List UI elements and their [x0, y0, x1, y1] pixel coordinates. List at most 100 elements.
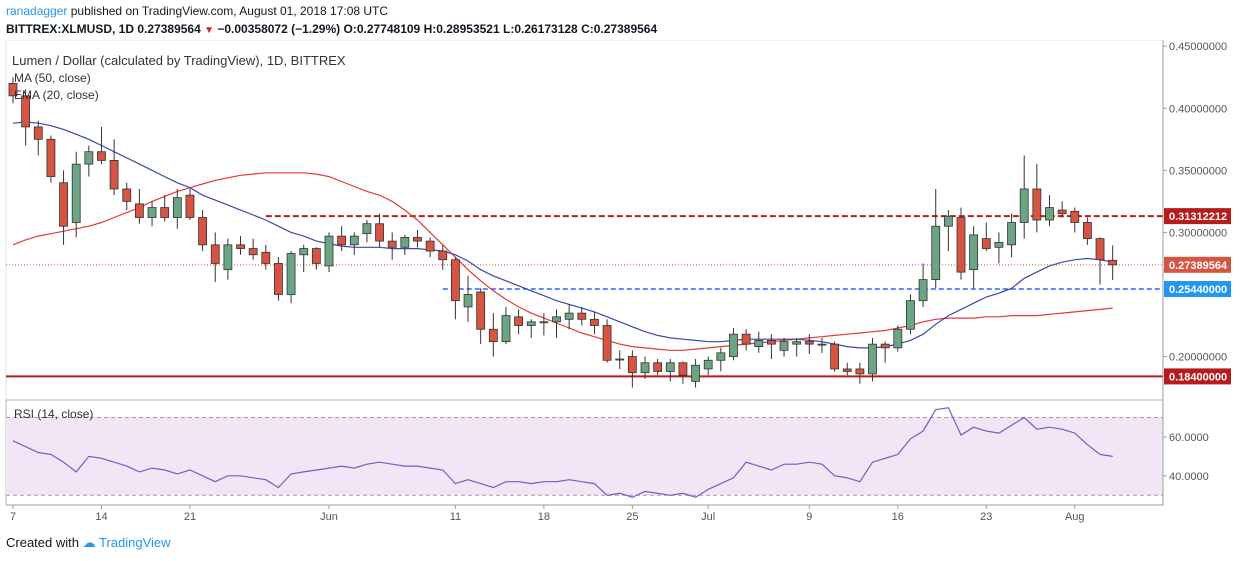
candle [299, 244, 309, 273]
candle [97, 126, 106, 165]
candle [488, 313, 498, 357]
candle-body [362, 223, 372, 235]
candle-body [590, 318, 599, 326]
low-value: 0.26173128 [514, 22, 578, 36]
candle-body [729, 333, 738, 357]
candle-body [387, 240, 397, 248]
candle-body [539, 321, 549, 324]
price-pane[interactable] [5, 40, 1164, 401]
candle [564, 304, 574, 330]
time-tick-label: 25 [626, 511, 638, 523]
candle-body [893, 328, 903, 349]
candle-body [1019, 188, 1029, 223]
candle-body [792, 341, 802, 345]
candle [703, 356, 713, 376]
candle-body [172, 197, 182, 218]
ma50-line [12, 172, 1113, 351]
candle [1070, 207, 1080, 233]
time-tick-label: 16 [892, 511, 904, 523]
price-tick-label: 0.20000000 [1169, 352, 1227, 364]
rsi-label: RSI (14, close) [14, 407, 93, 421]
candle [906, 294, 915, 335]
candle-body [842, 368, 852, 372]
candle-body [969, 234, 979, 271]
time-tick-label: 7 [10, 511, 16, 523]
rsi-tick-label: 60.0000 [1169, 432, 1209, 444]
candle [463, 275, 473, 322]
candle [1032, 164, 1042, 233]
price-tick-label: 0.30000000 [1169, 227, 1227, 239]
chart-canvas[interactable]: RSI (14, close) 7 14 21 Jun 11 18 25 Jul 9 16 23 Au… [0, 40, 1240, 530]
candle-body [501, 315, 511, 343]
candle-body [754, 340, 764, 348]
time-tick-label: 11 [450, 511, 461, 523]
candle-body [956, 217, 966, 273]
candle-body [109, 160, 119, 190]
candle-body [71, 163, 81, 223]
candle [286, 251, 296, 304]
candle [387, 232, 397, 260]
candle-body [691, 364, 700, 382]
candle [21, 89, 31, 146]
price-axis[interactable]: 0.45000000 0.40000000 0.35000000 0.30000000… [1162, 40, 1231, 505]
time-tick-label: Aug [1065, 511, 1085, 523]
candle-body [198, 217, 208, 246]
candle [539, 313, 549, 336]
candle-body [438, 250, 448, 261]
candle-body [1095, 238, 1105, 261]
candle [311, 247, 321, 270]
candle [160, 195, 170, 222]
candle [653, 359, 663, 376]
candle-body [906, 300, 915, 330]
candle [817, 337, 827, 353]
candle [413, 229, 422, 248]
candle [804, 334, 814, 355]
candle-body [981, 238, 991, 249]
candle [375, 213, 384, 248]
rsi-pane[interactable]: RSI (14, close) [5, 399, 1164, 506]
time-tick-label: Jun [320, 511, 338, 523]
candle-body [943, 215, 953, 227]
rsi-line [12, 407, 1113, 498]
close-value: 0.27389564 [593, 22, 658, 36]
price-label-box [1164, 281, 1231, 298]
candle-body [274, 263, 283, 295]
candle [33, 120, 43, 156]
price-tick-label: 0.35000000 [1169, 165, 1227, 177]
candle [59, 170, 68, 245]
candle [1095, 237, 1105, 285]
tradingview-brand[interactable]: TradingView [99, 535, 171, 550]
candle-body [400, 236, 410, 248]
footer: Created with ☁ TradingView [6, 535, 171, 551]
time-tick-label: Jul [701, 511, 715, 523]
candle [476, 288, 486, 345]
down-arrow-icon: ▼ [204, 25, 215, 36]
candle-body [577, 312, 587, 320]
candle [640, 356, 650, 379]
legend-entry: MA (50, close) [14, 71, 91, 85]
candle-body [21, 95, 31, 128]
price-tick-label: 0.40000000 [1169, 103, 1227, 115]
author-link[interactable]: ranadagger [6, 4, 68, 18]
price-label-box [1164, 368, 1231, 385]
candle [8, 77, 18, 104]
candle [450, 257, 460, 320]
candle [274, 257, 283, 301]
candle-body [134, 203, 144, 218]
candle [842, 362, 852, 376]
candle-body [450, 259, 460, 302]
candle-body [311, 248, 321, 264]
candle-body [463, 294, 473, 308]
candle [337, 226, 347, 252]
candle-body [514, 316, 523, 326]
candle [830, 341, 839, 372]
candle-body [855, 368, 865, 375]
candle [501, 306, 511, 345]
candle [792, 337, 802, 357]
candle-body [476, 291, 486, 330]
rsi-band [6, 417, 1163, 496]
time-axis[interactable]: 7 14 21 Jun 11 18 25 Jul 9 16 23 Aug [6, 504, 1163, 523]
candle [716, 347, 726, 372]
time-tick-label: 18 [538, 511, 550, 523]
candle-body [210, 244, 220, 264]
